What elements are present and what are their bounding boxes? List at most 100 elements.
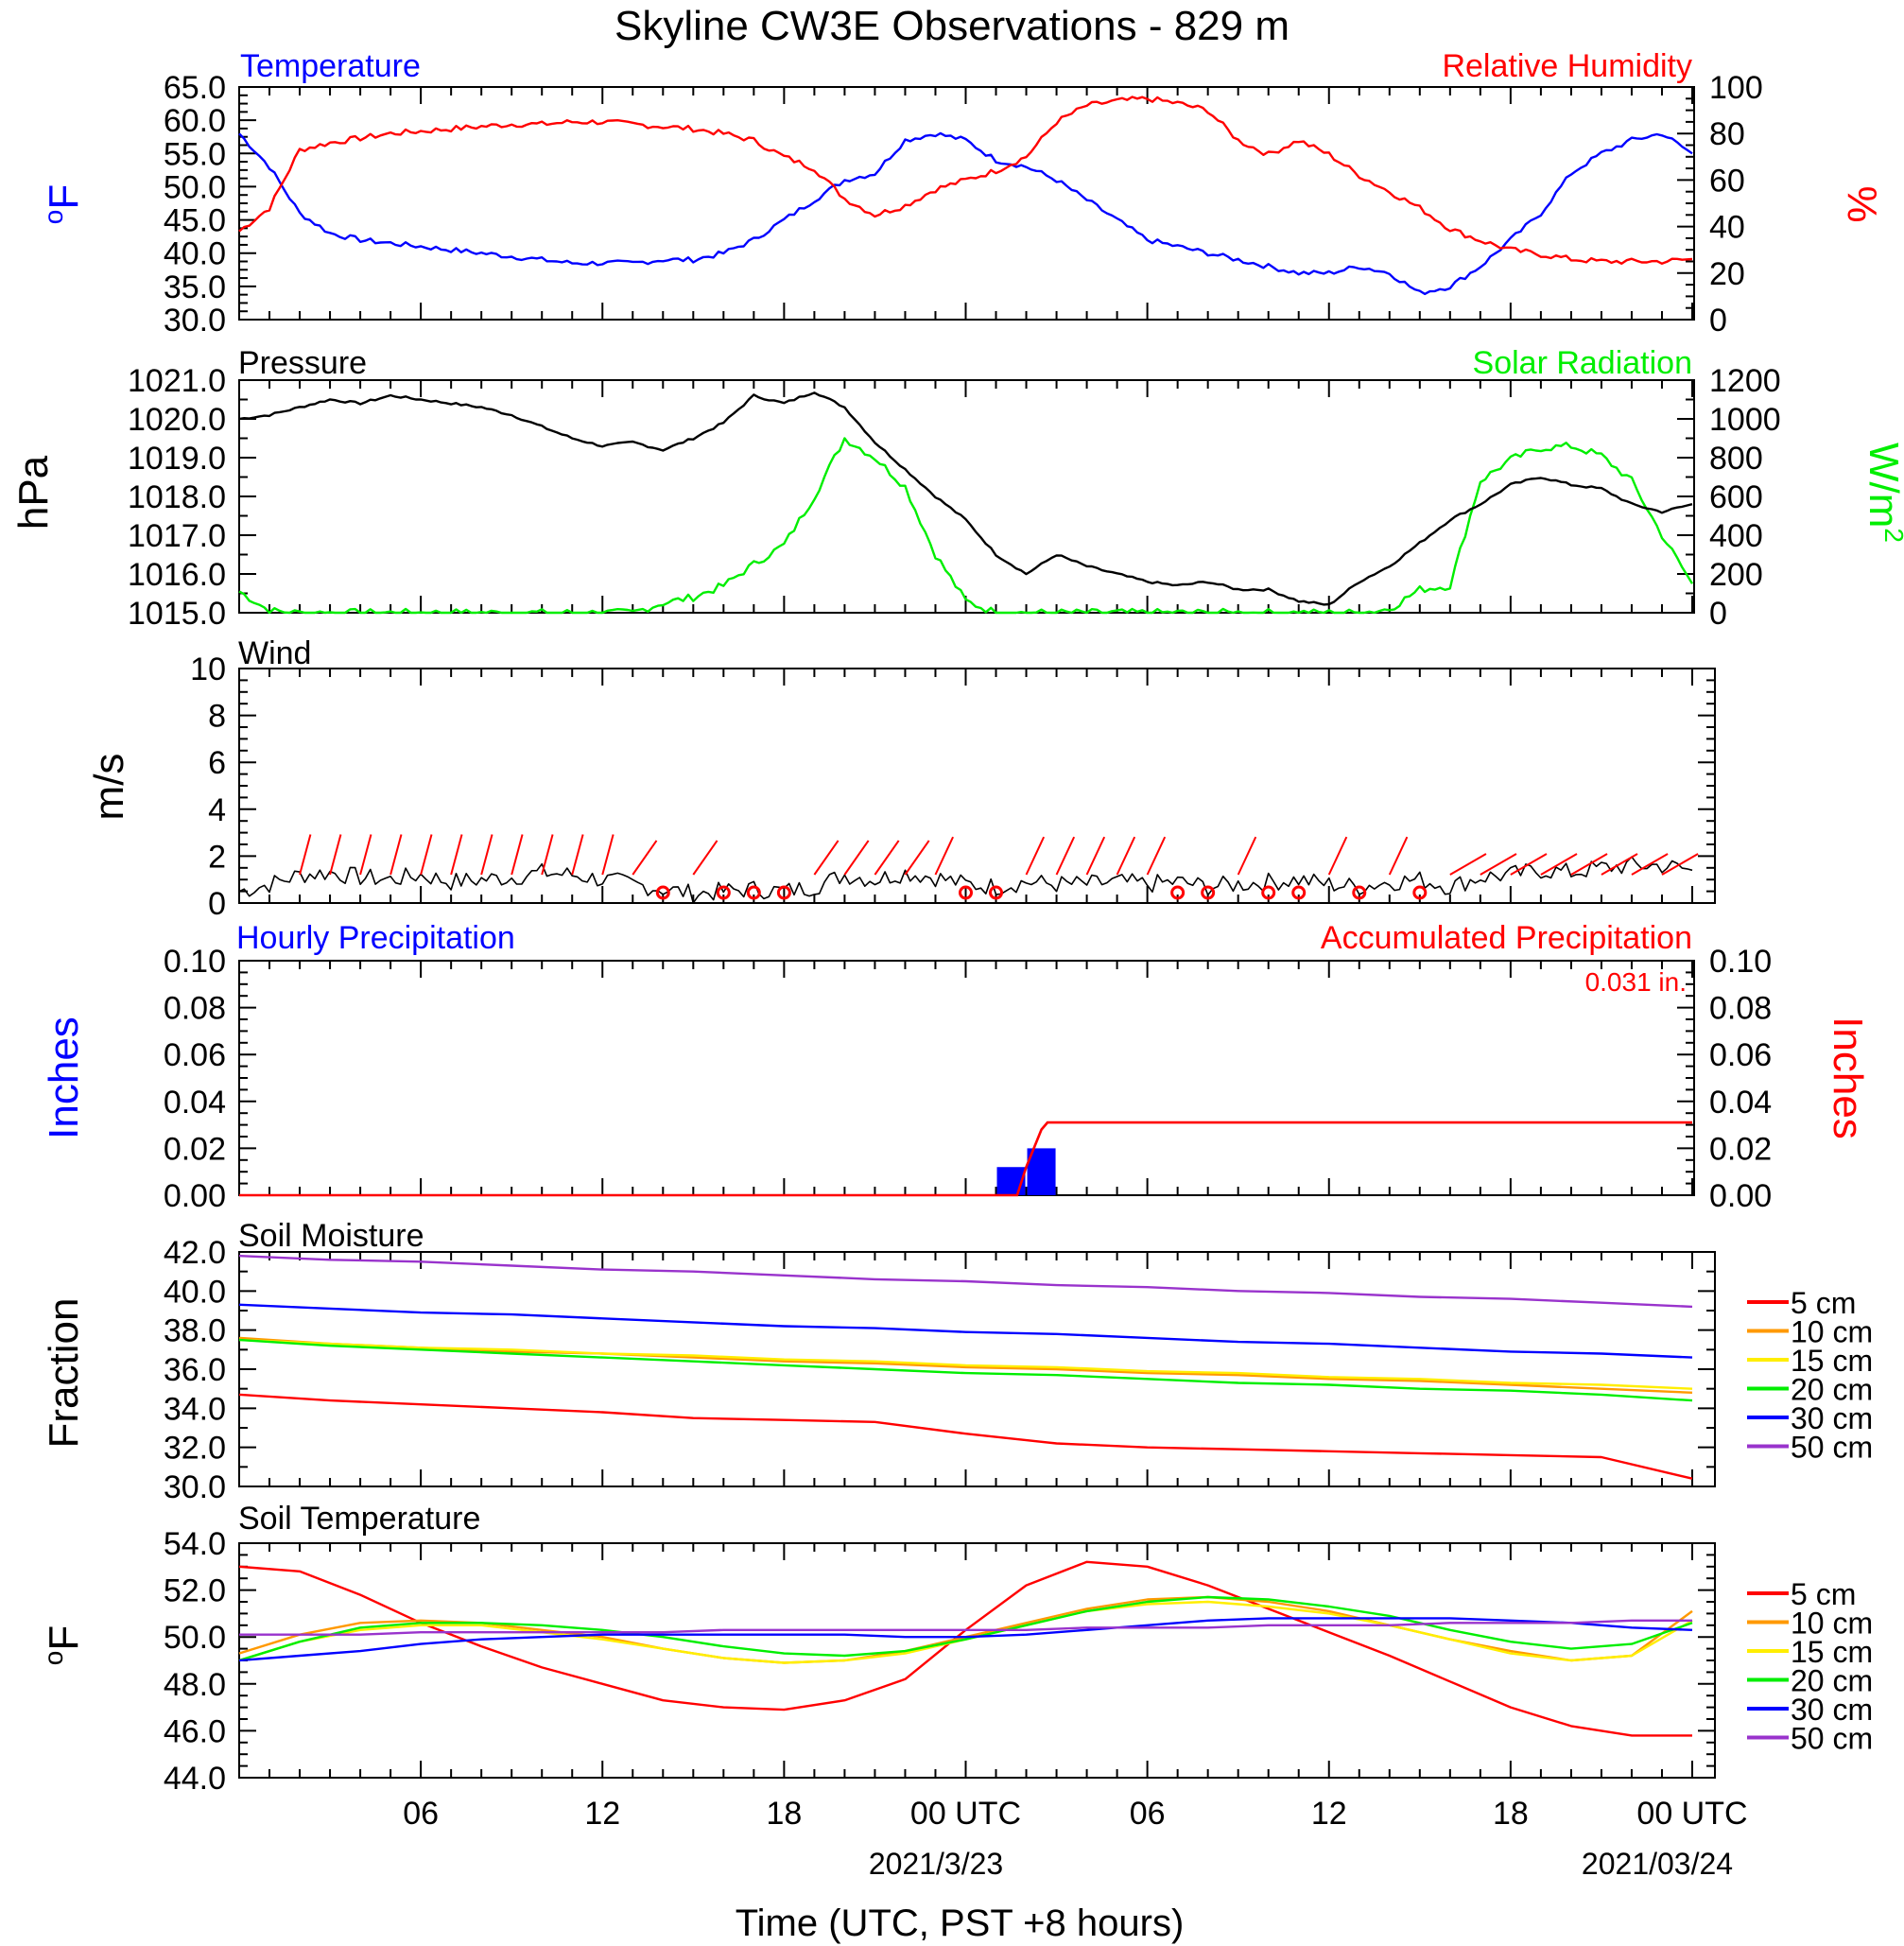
temperature-line <box>238 131 1693 296</box>
wind-barb <box>1601 853 1638 876</box>
soil-moisture-legend-label: 5 cm <box>1791 1286 1856 1320</box>
wind-barb <box>1540 853 1578 876</box>
y-tick-label: 40.0 <box>164 1274 226 1310</box>
y-tick-label: 36.0 <box>164 1352 226 1388</box>
y-tick-label: 50.0 <box>164 1620 226 1656</box>
y-tick-label-right: 0.08 <box>1709 991 1772 1027</box>
soil-moisture-legend-label: 15 cm <box>1791 1344 1873 1378</box>
wind-calm-marker <box>1201 885 1216 900</box>
pressure-line <box>238 391 1693 606</box>
y-tick-label: 8 <box>208 699 226 735</box>
y-tick-label: 0.10 <box>164 944 226 980</box>
soil-moisture-50cm-line <box>238 1254 1693 1309</box>
y-tick-label-right: 40 <box>1709 210 1745 246</box>
wind-barb <box>1085 836 1106 876</box>
solar-title: Solar Radiation <box>1473 345 1692 381</box>
soil-moisture-5cm-line <box>238 1393 1693 1480</box>
wind-barb <box>1116 836 1136 876</box>
y-tick-label: 35.0 <box>164 269 226 305</box>
x-tick-label: 06 <box>1130 1796 1166 1832</box>
wind-barb <box>692 840 718 876</box>
soil-temp-legend-label: 20 cm <box>1791 1664 1873 1698</box>
precip-right-axis-label: Inches <box>1825 1016 1871 1139</box>
soil-temp-20cm-line <box>238 1595 1693 1662</box>
wind-barb <box>632 840 658 876</box>
y-tick-label: 30.0 <box>164 1469 226 1505</box>
wind-barb <box>359 834 372 876</box>
wind-barb <box>1237 836 1257 876</box>
soil-temp-legend-label: 15 cm <box>1791 1635 1873 1669</box>
wind-barb <box>843 840 870 876</box>
y-tick-label-right: 200 <box>1709 557 1763 593</box>
accum-precip-title: Accumulated Precipitation <box>1321 920 1692 956</box>
y-tick-label: 0.08 <box>164 991 226 1027</box>
y-tick-label: 55.0 <box>164 136 226 172</box>
y-tick-label: 32.0 <box>164 1431 226 1467</box>
wind-calm-marker <box>989 885 1004 900</box>
y-tick-label: 0.04 <box>164 1085 226 1121</box>
y-tick-label: 52.0 <box>164 1573 226 1609</box>
wind-barb <box>934 836 954 876</box>
solar-axis-label: W/m2 <box>1861 443 1904 543</box>
wind-barb <box>1631 853 1669 876</box>
y-tick-label: 1017.0 <box>128 518 226 554</box>
y-tick-label: 10 <box>190 652 226 687</box>
panel-frame <box>238 86 1695 321</box>
x-axis-label: Time (UTC, PST +8 hours) <box>736 1903 1185 1944</box>
wind-barb <box>1146 836 1167 876</box>
y-tick-label: 1016.0 <box>128 557 226 593</box>
accum-precip-value: 0.031 in. <box>1585 967 1687 997</box>
wind-barb <box>1510 853 1548 876</box>
x-date-label-2: 2021/03/24 <box>1582 1847 1733 1881</box>
y-tick-label: 0 <box>208 886 226 922</box>
wind-speed-line <box>238 856 1693 904</box>
wind-barb <box>1327 836 1348 876</box>
y-tick-label: 0.00 <box>164 1178 226 1214</box>
soil-moisture-legend-label: 50 cm <box>1791 1431 1873 1465</box>
wind-calm-marker <box>1261 885 1276 900</box>
y-tick-label-right: 1200 <box>1709 363 1781 399</box>
y-tick-label-right: 0.10 <box>1709 944 1772 980</box>
panel-5 <box>238 1542 1716 1779</box>
y-tick-label-right: 60 <box>1709 163 1745 199</box>
chart-title: Skyline CW3E Observations - 829 m <box>614 3 1290 49</box>
y-tick-label: 48.0 <box>164 1667 226 1703</box>
y-tick-label: 42.0 <box>164 1235 226 1271</box>
wind-barb <box>420 834 433 876</box>
wind-title: Wind <box>238 635 311 671</box>
soil-moisture-15cm-line <box>238 1338 1693 1390</box>
soil-temp-legend-label: 10 cm <box>1791 1607 1873 1641</box>
soil-temp-legend-label: 5 cm <box>1791 1577 1856 1611</box>
panel-3 <box>238 960 1695 1196</box>
wind-barb <box>601 834 614 876</box>
wind-calm-marker <box>716 885 731 900</box>
temperature-title: Temperature <box>240 48 421 84</box>
y-tick-label: 0.06 <box>164 1037 226 1073</box>
y-tick-label: 2 <box>208 839 226 875</box>
y-tick-label: 54.0 <box>164 1526 226 1562</box>
pressure-title: Pressure <box>238 345 367 381</box>
y-tick-label: 1019.0 <box>128 441 226 477</box>
accumulated-precip-line <box>239 1121 1692 1197</box>
soil-moisture-30cm-line <box>238 1303 1693 1359</box>
solar-radiation-line <box>238 437 1694 615</box>
soil-moisture-axis-label: Fraction <box>41 1298 87 1449</box>
soil-temp-legend-label: 50 cm <box>1791 1722 1873 1756</box>
y-tick-label: 38.0 <box>164 1313 226 1349</box>
x-tick-label: 18 <box>766 1796 802 1832</box>
y-tick-label-right: 400 <box>1709 518 1763 554</box>
hourly-precip-title: Hourly Precipitation <box>236 920 515 956</box>
x-tick-label: 00 UTC <box>1636 1796 1747 1832</box>
soil-moisture-legend-label: 10 cm <box>1791 1315 1873 1349</box>
wind-barb <box>874 840 900 876</box>
wind-barb <box>1661 853 1699 876</box>
wind-barb <box>299 834 312 876</box>
soil-temp-title: Soil Temperature <box>238 1501 480 1537</box>
y-tick-label: 1020.0 <box>128 402 226 438</box>
wind-calm-marker <box>959 885 973 900</box>
y-tick-label: 34.0 <box>164 1391 226 1427</box>
y-tick-label: 1021.0 <box>128 363 226 399</box>
temperature-axis-label: oF <box>39 184 87 224</box>
wind-calm-marker <box>655 885 670 900</box>
